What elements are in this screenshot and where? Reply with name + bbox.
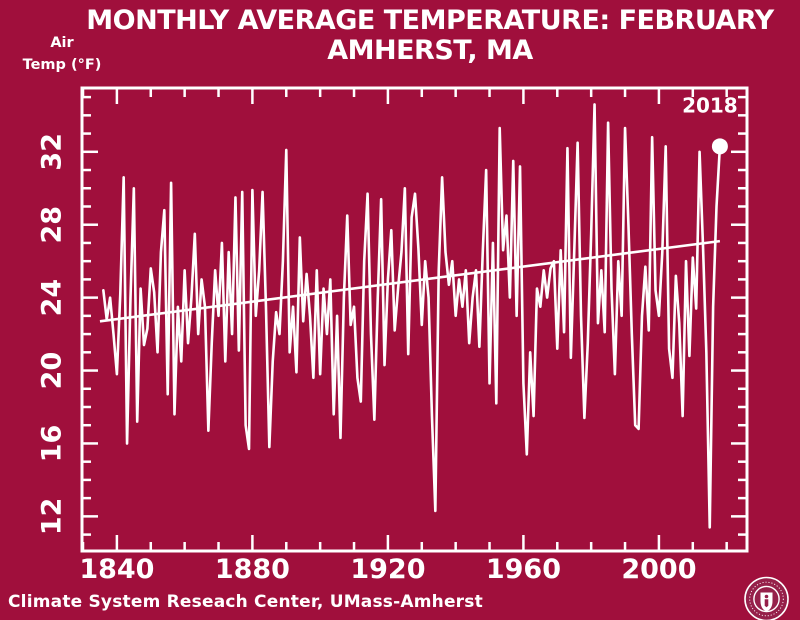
umass-seal — [744, 576, 789, 620]
y-tick-label: 32 — [37, 133, 68, 171]
annotation-2018-dot — [711, 138, 728, 155]
chart-title: MONTHLY AVERAGE TEMPERATURE: FEBRUARY AM… — [70, 5, 790, 67]
x-tick-label: 1920 — [350, 554, 425, 585]
annotation-2018-label: 2018 — [682, 93, 738, 117]
y-axis-label: Air Temp (°F) — [10, 33, 114, 77]
x-tick-label: 2000 — [621, 554, 696, 585]
y-tick-label: 24 — [37, 279, 68, 317]
plot-border — [80, 86, 749, 553]
y-tick-label: 16 — [37, 425, 68, 463]
y-axis-label-line1: Air — [50, 35, 74, 51]
y-tick-label: 12 — [37, 498, 68, 536]
chart-title-line1: MONTHLY AVERAGE TEMPERATURE: FEBRUARY — [86, 5, 774, 36]
credit-text: Climate System Reseach Center, UMass-Amh… — [8, 592, 483, 612]
y-axis-label-line2: Temp (°F) — [22, 56, 102, 73]
seal-text-ring — [749, 581, 784, 617]
y-tick-label: 28 — [37, 206, 68, 244]
x-tick-label: 1880 — [215, 554, 290, 585]
x-tick-label: 1960 — [486, 554, 561, 585]
y-tick-label: 20 — [37, 352, 68, 390]
chart-title-line2: AMHERST, MA — [327, 35, 533, 67]
x-tick-label: 1840 — [79, 554, 154, 585]
seal-figure — [764, 594, 769, 608]
seal-inner-ring — [753, 585, 780, 613]
temperature-trace — [102, 103, 722, 529]
